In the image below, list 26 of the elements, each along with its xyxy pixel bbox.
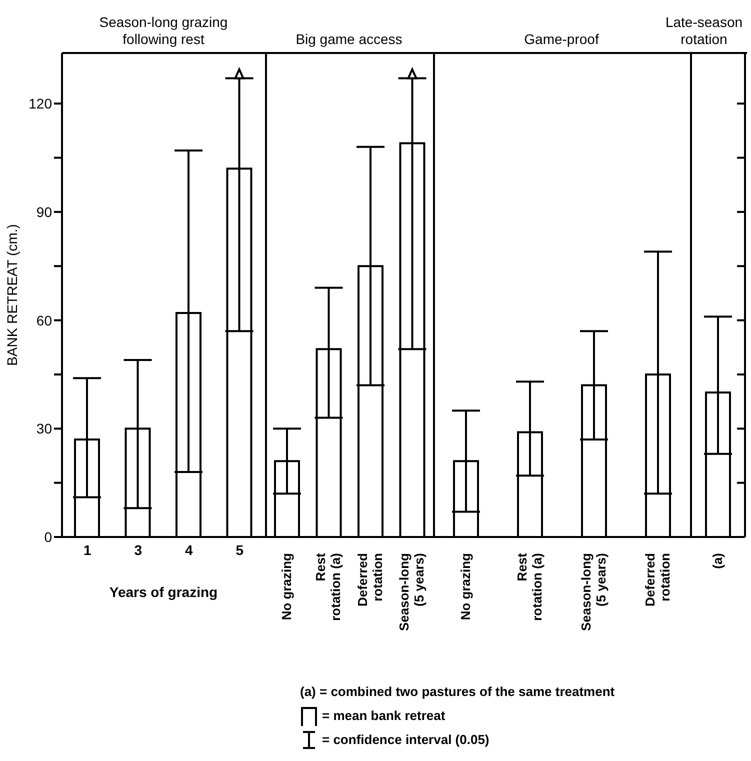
y-tick-label: 0 [44, 528, 52, 545]
text: (a) = combined two pastures of the same treatment [300, 683, 615, 701]
x-axis-title: Years of grazing [109, 584, 218, 600]
x-tick-label: No grazing [458, 552, 473, 620]
y-tick-label: 90 [36, 204, 52, 220]
text: = mean bank retreat [322, 707, 446, 725]
x-tick-label: Rest rotation (a) [514, 552, 544, 621]
x-tick-label: 5 [236, 542, 244, 558]
x-tick-label: 3 [134, 542, 142, 558]
chart-title: Big game access [296, 31, 402, 48]
x-tick-label: Season-long (5 years) [578, 552, 608, 632]
x-tick-label: 4 [184, 542, 193, 558]
chart-title: Game-proof [524, 31, 599, 48]
chart-title: Season-long grazing following rest [98, 14, 229, 48]
y-tick-label: 30 [36, 420, 52, 437]
x-tick-label: Season-long (5 years) [396, 552, 427, 632]
x-tick-label: 1 [83, 542, 92, 558]
x-tick-label: No grazing [278, 552, 294, 620]
y-tick-label: 60 [36, 312, 52, 328]
text: = confidence interval (0.05) [322, 731, 490, 749]
x-tick-label: Deferred rotation [642, 552, 672, 606]
chart-title: Late-season rotation [664, 14, 744, 48]
x-tick-label: (a) [710, 553, 725, 569]
x-tick-label: Rest rotation (a) [313, 552, 344, 621]
y-axis-title: BANK RETREAT (cm.) [4, 224, 20, 366]
y-tick-label: 120 [28, 96, 52, 112]
